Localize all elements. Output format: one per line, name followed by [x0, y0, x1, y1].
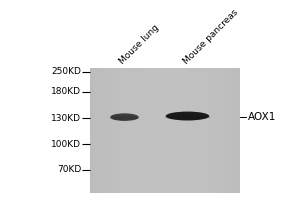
Text: 70KD: 70KD	[57, 165, 81, 174]
Text: 100KD: 100KD	[51, 140, 81, 149]
Text: Mouse lung: Mouse lung	[118, 23, 161, 66]
Text: Mouse pancreas: Mouse pancreas	[181, 8, 239, 66]
Text: 130KD: 130KD	[51, 114, 81, 123]
Ellipse shape	[166, 112, 209, 121]
Ellipse shape	[110, 113, 139, 121]
Ellipse shape	[110, 116, 140, 120]
Text: 180KD: 180KD	[51, 87, 81, 96]
Text: 250KD: 250KD	[51, 67, 81, 76]
Ellipse shape	[165, 115, 210, 119]
Text: AOX1: AOX1	[248, 112, 276, 122]
Bar	[90, 68, 240, 193]
